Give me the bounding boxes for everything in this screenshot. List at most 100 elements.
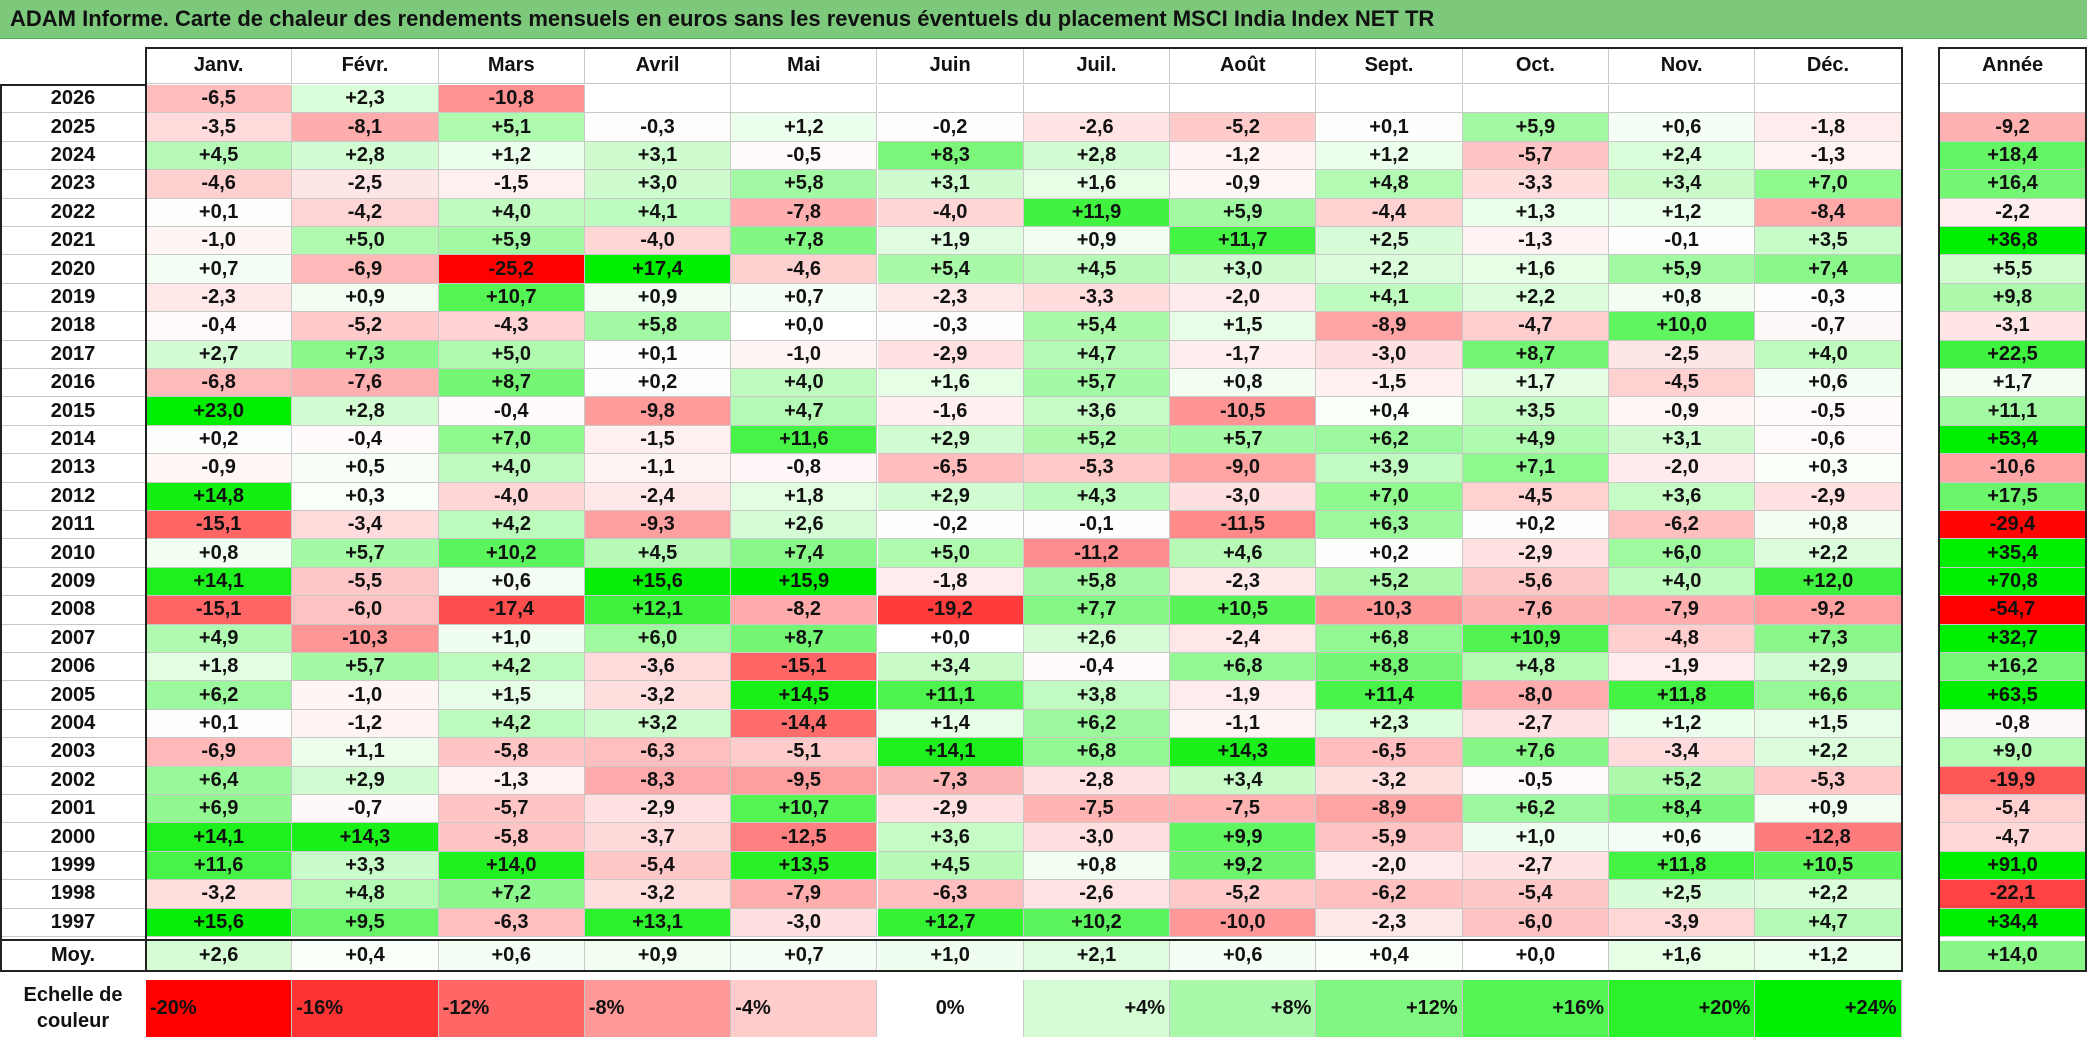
heat-cell: -4,2 — [292, 198, 439, 227]
chart-title: ADAM Informe. Carte de chaleur des rende… — [10, 6, 1435, 31]
heat-cell: +0,1 — [584, 340, 732, 369]
month-header: Juil. — [1023, 48, 1171, 84]
year-label: 1999 — [0, 852, 146, 881]
heat-cell: +7,4 — [1755, 255, 1902, 284]
heat-cell: +0,8 — [1755, 511, 1902, 540]
title-bar: ADAM Informe. Carte de chaleur des rende… — [0, 0, 2087, 39]
heat-cell: +2,3 — [1316, 709, 1463, 739]
year-label: 2005 — [0, 681, 146, 710]
heat-cell: +1,5 — [1755, 709, 1902, 739]
scale-label-line1: Echelle de — [23, 984, 123, 1006]
average-cell: +2,1 — [1023, 941, 1171, 971]
heat-cell: +6,4 — [146, 766, 293, 795]
heat-cell: -7,8 — [731, 198, 878, 227]
heat-cell: +1,7 — [1462, 369, 1609, 398]
heat-cell: +6,2 — [1316, 425, 1463, 455]
year-label: 2004 — [0, 710, 146, 739]
heat-cell: +1,4 — [877, 709, 1024, 739]
heat-cell: +2,2 — [1755, 738, 1902, 767]
heat-cell: -0,3 — [584, 113, 732, 142]
heat-cell: +0,9 — [292, 283, 439, 313]
year-label: 2011 — [0, 511, 146, 540]
heat-cell: -6,0 — [292, 596, 439, 625]
heat-cell: -1,9 — [1170, 681, 1317, 710]
heat-cell: -4,8 — [1609, 624, 1756, 653]
heat-cell: +3,6 — [877, 823, 1024, 852]
heat-cell: +4,2 — [438, 709, 585, 739]
heat-cell: +3,1 — [877, 170, 1024, 199]
heat-cell: +2,8 — [292, 397, 439, 426]
heat-cell: -1,8 — [877, 567, 1024, 597]
heat-cell: -10,8 — [438, 85, 585, 114]
heat-cell: +12,0 — [1755, 567, 1902, 597]
heat-cell: -6,5 — [877, 454, 1024, 483]
heat-cell: +7,3 — [292, 340, 439, 369]
heat-cell: -19,2 — [877, 596, 1024, 625]
heat-cell: +4,5 — [877, 851, 1024, 881]
heat-cell: -4,6 — [146, 170, 293, 199]
heat-cell: +2,9 — [877, 425, 1024, 455]
annual-cell: -4,7 — [1939, 823, 2087, 852]
average-cell: +0,6 — [1170, 941, 1317, 971]
heat-cell — [1170, 85, 1317, 114]
scale-swatch: +24% — [1755, 980, 1902, 1037]
heat-cell: +5,1 — [438, 113, 585, 142]
heat-cell: -0,9 — [1170, 170, 1317, 199]
year-label: 2024 — [0, 142, 146, 171]
heat-cell: -4,0 — [584, 227, 732, 256]
heat-cell: +14,8 — [146, 482, 293, 511]
heat-cell: +3,5 — [1755, 227, 1902, 256]
scale-swatch: +8% — [1170, 980, 1317, 1037]
heat-cell: -12,8 — [1755, 823, 1902, 852]
heat-cell: +6,0 — [1609, 539, 1756, 568]
heat-cell: +2,8 — [1023, 141, 1171, 171]
year-label: 2025 — [0, 113, 146, 142]
heat-cell: -6,2 — [1316, 880, 1463, 909]
heat-cell — [877, 85, 1024, 114]
heat-cell: -3,6 — [584, 653, 732, 682]
heat-cell: +2,2 — [1755, 539, 1902, 568]
heat-cell: -3,5 — [146, 113, 293, 142]
heat-cell: +1,2 — [1609, 198, 1756, 227]
average-cell: +0,4 — [292, 941, 439, 971]
heat-cell: -1,0 — [292, 681, 439, 710]
scale-swatch: +16% — [1462, 980, 1609, 1037]
heat-cell: -0,4 — [292, 425, 439, 455]
heat-cell: +6,6 — [1755, 681, 1902, 710]
heat-cell: +1,2 — [1316, 141, 1463, 171]
month-header: Mars — [438, 48, 585, 84]
average-label: Moy. — [0, 941, 146, 971]
annual-cell: +18,4 — [1939, 141, 2087, 171]
heat-cell: +0,1 — [146, 709, 293, 739]
heat-cell: -10,3 — [1316, 596, 1463, 625]
heat-cell: +13,5 — [731, 851, 878, 881]
heat-cell: +5,0 — [292, 227, 439, 256]
heat-cell: +14,3 — [292, 823, 439, 852]
heat-cell: -0,3 — [877, 312, 1024, 341]
heat-cell: +1,2 — [731, 113, 878, 142]
heat-cell: +0,3 — [292, 482, 439, 511]
heat-cell: +13,1 — [584, 908, 732, 937]
heat-cell: +6,8 — [1316, 624, 1463, 653]
heat-cell: -0,3 — [1755, 283, 1902, 313]
heat-cell: +0,3 — [1755, 454, 1902, 483]
average-cell: +2,6 — [146, 941, 293, 971]
heat-cell: -7,5 — [1023, 795, 1171, 824]
heat-cell: +4,1 — [1316, 283, 1463, 313]
heat-cell: -0,2 — [877, 511, 1024, 540]
annual-cell: +35,4 — [1939, 539, 2087, 568]
heat-cell: -11,2 — [1023, 539, 1171, 568]
annual-cell: +16,2 — [1939, 653, 2087, 682]
heat-cell: +10,5 — [1755, 851, 1902, 881]
year-label: 2022 — [0, 199, 146, 227]
scale-swatch: +12% — [1316, 980, 1463, 1037]
month-header: Janv. — [146, 48, 293, 84]
heat-cell: -15,1 — [146, 511, 293, 540]
heat-cell: -0,7 — [1755, 312, 1902, 341]
heat-cell: +4,7 — [731, 397, 878, 426]
heat-cell: -4,5 — [1609, 369, 1756, 398]
heat-cell: -4,7 — [1462, 312, 1609, 341]
heat-cell: -12,5 — [731, 823, 878, 852]
heat-cell: +14,1 — [146, 567, 293, 597]
heat-cell: +5,8 — [1023, 567, 1171, 597]
